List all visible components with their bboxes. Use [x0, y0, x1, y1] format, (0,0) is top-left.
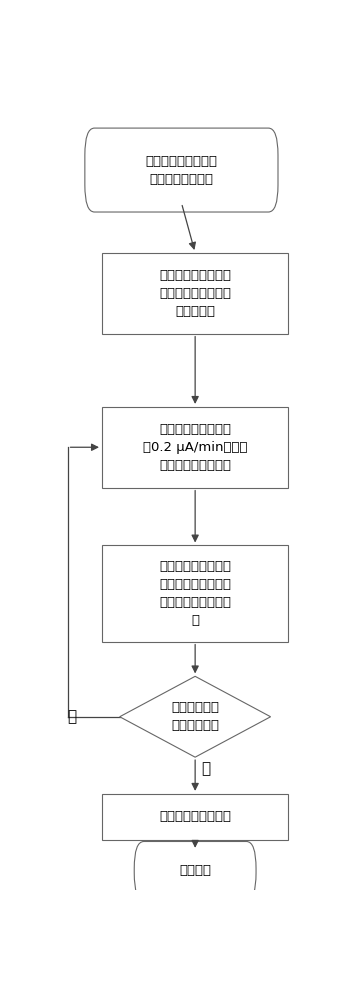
Bar	[102, 794, 289, 840]
Bar	[102, 253, 289, 334]
Text: 结束激活: 结束激活	[179, 864, 211, 877]
Bar	[102, 407, 289, 488]
FancyBboxPatch shape	[85, 128, 278, 212]
Polygon shape	[120, 676, 270, 757]
Text: 对待激活样品进行化
学清洗和高温净化: 对待激活样品进行化 学清洗和高温净化	[145, 155, 217, 186]
Text: 当前峰值比前
一个峰值大？: 当前峰值比前 一个峰值大？	[171, 701, 219, 732]
FancyBboxPatch shape	[134, 841, 256, 900]
Text: 当光电流下降速率小
于0.2 μA/min时，开
氧，光电流转为上升: 当光电流下降速率小 于0.2 μA/min时，开 氧，光电流转为上升	[143, 423, 247, 472]
Text: 当光电流再次到达峰
值时关氧，光电流先
小幅上升然后立刻下
降: 当光电流再次到达峰 值时关氧，光电流先 小幅上升然后立刻下 降	[159, 560, 231, 627]
Text: 先后关闭氧源和铯源: 先后关闭氧源和铯源	[159, 810, 231, 823]
Text: 否: 否	[201, 761, 211, 776]
Bar	[102, 545, 289, 642]
Text: 开启铯源，光电流逐
渐上升，光电流达到
峰值后下降: 开启铯源，光电流逐 渐上升，光电流达到 峰值后下降	[159, 269, 231, 318]
Text: 是: 是	[67, 709, 76, 724]
